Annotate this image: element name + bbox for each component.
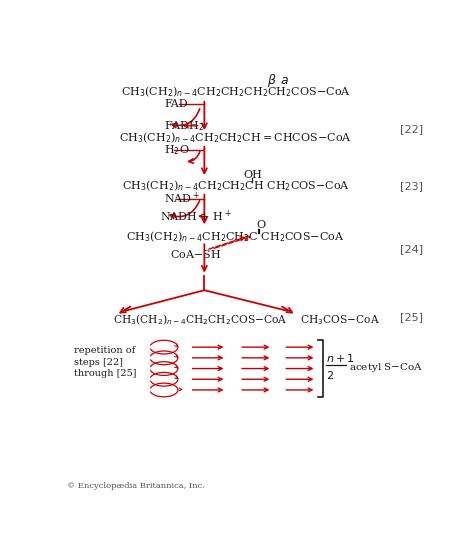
- Text: $a$: $a$: [281, 75, 289, 87]
- Text: [25]: [25]: [401, 312, 423, 322]
- Text: O: O: [256, 220, 265, 230]
- Text: FAD: FAD: [164, 100, 188, 110]
- Text: NAD$^+$: NAD$^+$: [164, 191, 200, 206]
- Text: [24]: [24]: [401, 244, 423, 254]
- Text: © Encyclopædia Britannica, Inc.: © Encyclopædia Britannica, Inc.: [66, 482, 204, 490]
- Text: [23]: [23]: [401, 182, 423, 192]
- Text: CH$_3$(CH$_2$)$_{n-4}$CH$_2$CH$_2$C CH$_2$COS$-$CoA: CH$_3$(CH$_2$)$_{n-4}$CH$_2$CH$_2$C CH$_…: [127, 229, 345, 244]
- Text: $\beta$: $\beta$: [267, 72, 276, 90]
- Text: CoA$-$SH: CoA$-$SH: [170, 248, 221, 260]
- Text: CH$_3$(CH$_2$)$_{n-4}$CH$_2$CH$_2$CH CH$_2$COS$-$CoA: CH$_3$(CH$_2$)$_{n-4}$CH$_2$CH$_2$CH CH$…: [121, 178, 350, 193]
- Text: acetyl S$-$CoA: acetyl S$-$CoA: [349, 361, 424, 374]
- Text: CH$_3$(CH$_2$)$_{n-4}$CH$_2$CH$_2$CH$=$CHCOS$-$CoA: CH$_3$(CH$_2$)$_{n-4}$CH$_2$CH$_2$CH$=$C…: [119, 130, 352, 145]
- Text: CH$_3$(CH$_2$)$_{n-4}$CH$_2$CH$_2$COS$-$CoA: CH$_3$(CH$_2$)$_{n-4}$CH$_2$CH$_2$COS$-$…: [112, 313, 287, 327]
- Text: FADH$_2$: FADH$_2$: [164, 119, 205, 133]
- Text: CH$_3$COS$-$CoA: CH$_3$COS$-$CoA: [300, 313, 380, 327]
- Text: NADH + H$^+$: NADH + H$^+$: [160, 208, 232, 224]
- Text: $n+1$: $n+1$: [326, 352, 355, 364]
- Text: repetition of
steps [22]
through [25]: repetition of steps [22] through [25]: [74, 346, 137, 379]
- Text: H$_2$O: H$_2$O: [164, 143, 190, 157]
- Text: OH: OH: [244, 170, 263, 180]
- Text: [22]: [22]: [401, 124, 423, 134]
- Text: $2$: $2$: [326, 369, 334, 381]
- Text: CH$_3$(CH$_2$)$_{n-4}$CH$_2$CH$_2$CH$_2$CH$_2$COS$-$CoA: CH$_3$(CH$_2$)$_{n-4}$CH$_2$CH$_2$CH$_2$…: [120, 85, 351, 99]
